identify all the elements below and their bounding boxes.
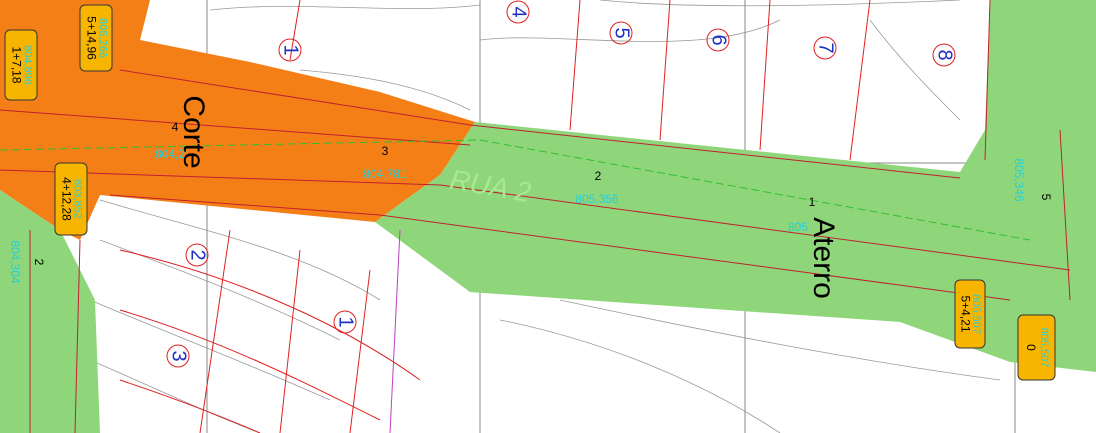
lot-circle <box>813 36 837 60</box>
station-box <box>79 4 113 72</box>
point-number: 5 <box>1039 194 1053 201</box>
area-label: Aterro <box>807 217 840 299</box>
lot-circle <box>333 310 357 334</box>
station-box <box>954 279 986 349</box>
station-label: 5+4,21 <box>959 295 973 332</box>
lot-number: 5 <box>611 27 633 38</box>
station-label: 1+7,18 <box>9 46 23 83</box>
lot-number: 8 <box>934 49 956 60</box>
point-elevation: 804,2 <box>155 147 185 161</box>
station-label: 4+12,28 <box>59 177 73 221</box>
station-label: 0 <box>1024 344 1038 351</box>
point-number: 3 <box>382 144 389 158</box>
station-elevation: 805,507 <box>1038 328 1050 368</box>
lot-number: 2 <box>187 249 209 260</box>
point-elevation: 804,304 <box>8 240 22 284</box>
station-box <box>4 29 38 101</box>
point-number: 2 <box>595 169 602 183</box>
station-box <box>1017 314 1056 381</box>
station-label: 5+14,96 <box>84 16 98 60</box>
lot-number: 1 <box>335 316 357 327</box>
lot-circle <box>166 344 190 368</box>
station-elevation: 804,896 <box>21 45 33 85</box>
point-elevation: 805,356 <box>575 192 619 206</box>
lot-circle <box>278 38 302 62</box>
lot-circle <box>706 28 730 52</box>
lot-number: 7 <box>815 42 837 53</box>
point-number: 2 <box>32 259 46 266</box>
lot-circle <box>506 0 530 24</box>
lot-number: 6 <box>708 34 730 45</box>
station-elevation: 805,266 <box>96 18 108 58</box>
lot-circle <box>185 243 209 267</box>
fill-area-left <box>0 190 100 433</box>
station-elevation: 805,507 <box>970 294 982 334</box>
lot-number: 4 <box>508 6 530 17</box>
point-elevation: 804,781 <box>363 167 407 181</box>
boundary <box>389 229 401 433</box>
point-elevation: 805 <box>788 220 808 234</box>
lot-number: 1 <box>280 44 302 55</box>
area-label: Corte <box>177 95 210 168</box>
point-elevation: 805,346 <box>1012 158 1026 202</box>
road-edges <box>0 0 1071 433</box>
lot-circle <box>932 43 956 67</box>
point-number: 1 <box>809 195 816 209</box>
point-number: 4 <box>172 120 179 134</box>
station-box <box>54 162 88 236</box>
lot-circle <box>609 21 633 45</box>
station-elevation: 803,852 <box>71 179 83 219</box>
cut-area <box>0 0 475 240</box>
contours <box>89 0 1001 433</box>
lot-number: 3 <box>168 350 190 361</box>
